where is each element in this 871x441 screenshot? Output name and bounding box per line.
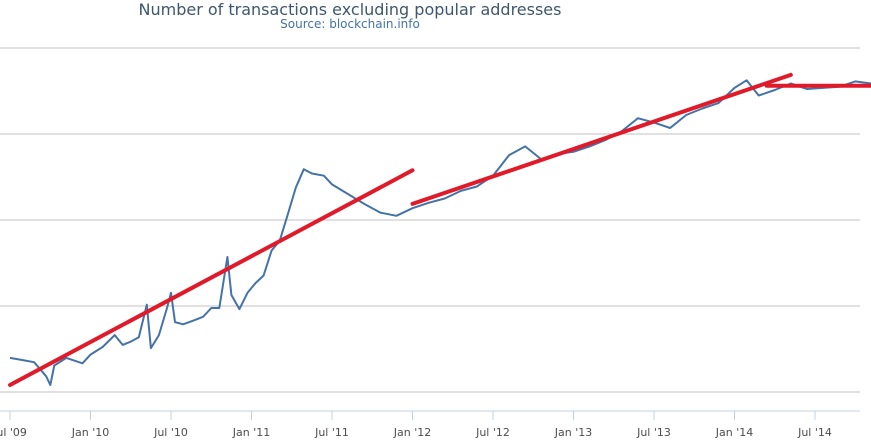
- x-tick-label: Jul '09: [0, 426, 27, 439]
- chart-subtitle: Source: blockchain.info: [280, 17, 420, 31]
- series-line: [9, 79, 871, 386]
- x-tick-label: Jan '11: [232, 426, 270, 439]
- x-tick-label: Jan '10: [71, 426, 109, 439]
- x-tick-label: Jul '13: [636, 426, 671, 439]
- trend-line: [8, 168, 415, 387]
- x-tick-label: Jan '14: [715, 426, 753, 439]
- x-tick-label: Jul '11: [314, 426, 349, 439]
- trend-lines: [8, 72, 871, 387]
- chart-title: Number of transactions excluding popular…: [138, 0, 562, 19]
- grid-lines: [0, 47, 860, 412]
- x-axis: Jul '09 Jan '10 Jul '10 Jan '11 Jul '11 Jan '…: [0, 411, 832, 439]
- x-tick-label: Jan '13: [554, 426, 592, 439]
- x-tick-label: Jul '10: [153, 426, 188, 439]
- x-tick-label: Jan '12: [393, 426, 431, 439]
- trend-line: [410, 72, 793, 206]
- x-tick-label: Jul '12: [475, 426, 510, 439]
- series-group: [9, 79, 871, 386]
- x-tick-label: Jul '14: [797, 426, 832, 439]
